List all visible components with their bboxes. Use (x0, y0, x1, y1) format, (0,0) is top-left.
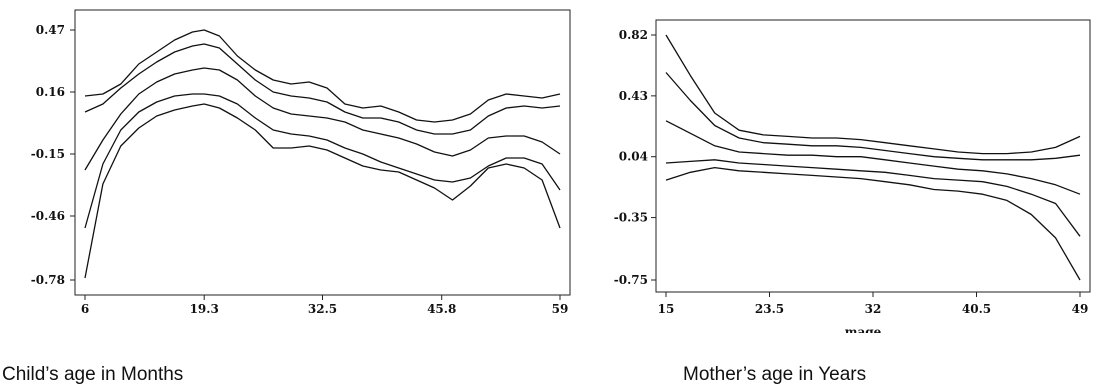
x-tick-label: 32.5 (308, 302, 337, 316)
series-line-1 (665, 34, 1081, 155)
series-line-2 (665, 72, 1081, 161)
series-line-5 (84, 103, 561, 279)
y-tick-label: -0.35 (614, 211, 648, 225)
series-line-3 (665, 120, 1081, 195)
x-axis-title: mage (845, 325, 882, 339)
series-line-5 (665, 166, 1081, 281)
y-tick-label: -0.75 (614, 273, 648, 287)
y-tick-label: -0.46 (31, 209, 65, 223)
mother-age-chart: 15 23.5 32 40.5 49 0.82 0.43 0.04 -0.35 -0.75 mage (614, 19, 1091, 339)
series-line-1 (84, 29, 561, 123)
series-line-4 (665, 159, 1081, 237)
y-tick-label: -0.78 (31, 273, 65, 287)
y-tick-label: 0.04 (619, 150, 648, 164)
x-tick-label: 15 (658, 302, 675, 316)
y-tick-label: 0.16 (36, 85, 65, 99)
y-tick-label: 0.47 (36, 23, 65, 37)
series-line-4 (84, 93, 561, 229)
x-tick-label: 59 (552, 302, 569, 316)
mother-age-caption: Mother’s age in Years (683, 364, 866, 385)
x-tick-label: 19.3 (190, 302, 219, 316)
y-tick-label: 0.82 (619, 28, 648, 42)
plot-frame (655, 19, 1091, 293)
plot-frame (74, 9, 571, 296)
child-age-caption: Child’s age in Months (2, 364, 183, 385)
y-tick-label: 0.43 (619, 89, 648, 103)
series-line-2 (84, 43, 561, 135)
child-age-chart: 6 19.3 32.5 45.8 59 0.47 0.16 -0.15 -0.46 -0.78 (31, 9, 571, 316)
y-tick-label: -0.15 (31, 147, 65, 161)
x-tick-label: 40.5 (962, 302, 991, 316)
x-tick-label: 45.8 (427, 302, 456, 316)
x-tick-label: 32 (865, 302, 882, 316)
x-tick-label: 23.5 (755, 302, 784, 316)
x-tick-label: 49 (1072, 302, 1089, 316)
x-tick-label: 6 (81, 302, 89, 316)
series-line-3 (84, 67, 561, 171)
